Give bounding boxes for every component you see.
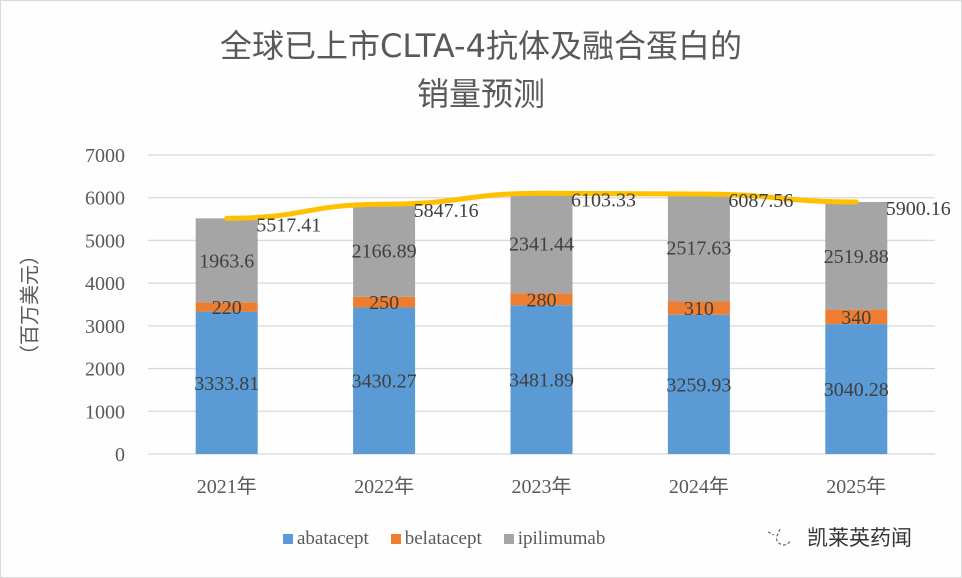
data-label: 3430.27 — [352, 371, 417, 393]
bar-segment-belatacept — [353, 296, 416, 308]
legend-label: abatacept — [297, 528, 369, 549]
data-label: 6087.56 — [728, 190, 793, 212]
y-tick-label: 5000 — [85, 230, 125, 252]
y-tick-label: 3000 — [85, 316, 125, 338]
data-label: 3333.81 — [194, 373, 259, 395]
y-tick-label: 1000 — [85, 401, 125, 423]
y-tick-label: 0 — [115, 444, 125, 466]
watermark-text: 凯莱英药闻 — [807, 526, 912, 550]
data-label: 6103.33 — [571, 189, 636, 211]
bar-segment-belatacept — [825, 309, 888, 325]
bar-segment-abatacept — [667, 314, 730, 454]
data-label: 2519.88 — [824, 246, 889, 268]
bar-segment-abatacept — [353, 307, 416, 454]
chart-title-line1: 全球已上市CLTA-4抗体及融合蛋白的 — [220, 27, 742, 65]
data-label: 220 — [212, 297, 242, 319]
wechat-logo-icon — [767, 528, 791, 546]
data-label: 340 — [841, 307, 871, 329]
y-tick-label: 2000 — [85, 359, 125, 381]
chart-title: 全球已上市CLTA-4抗体及融合蛋白的 销量预测 — [0, 22, 962, 118]
bar-segment-ipilimumab — [510, 193, 573, 294]
x-tick-label: 2021年 — [197, 475, 257, 498]
data-label: 1963.6 — [199, 250, 254, 272]
legend-swatch-icon — [283, 534, 293, 544]
bar-segment-abatacept — [195, 311, 258, 454]
data-label: 5900.16 — [886, 198, 951, 220]
data-label: 5847.16 — [414, 200, 479, 222]
watermark: 凯莱英药闻 — [765, 522, 912, 552]
legend-swatch-icon — [503, 534, 514, 544]
x-tick-label: 2022年 — [354, 475, 414, 498]
bar-segment-belatacept — [195, 302, 258, 312]
data-label: 280 — [527, 289, 557, 311]
data-label: 310 — [684, 298, 714, 320]
x-tick-label: 2023年 — [512, 475, 572, 498]
bar-segment-ipilimumab — [825, 201, 888, 310]
data-label: 3259.93 — [666, 374, 731, 396]
chart-title-line2: 销量预测 — [416, 75, 545, 113]
legend-label: belatacept — [404, 528, 482, 549]
data-label: 5517.41 — [256, 214, 321, 236]
bar-segment-ipilimumab — [667, 193, 730, 302]
data-label: 250 — [369, 292, 399, 314]
data-label: 3040.28 — [824, 379, 889, 401]
y-tick-label: 4000 — [85, 273, 125, 295]
bar-segment-belatacept — [510, 293, 573, 306]
data-label: 2517.63 — [666, 238, 731, 260]
total-line — [224, 190, 859, 221]
y-tick-label: 6000 — [85, 188, 125, 210]
x-tick-label: 2024年 — [669, 475, 729, 498]
legend-item-ipilimumab: ipilimumab — [503, 528, 606, 550]
bar-segment-belatacept — [667, 301, 730, 315]
bar-segment-ipilimumab — [353, 204, 416, 297]
legend-label: ipilimumab — [517, 528, 606, 549]
legend: abatacept belatacept ipilimumab — [283, 528, 605, 550]
legend-item-belatacept: belatacept — [390, 528, 482, 550]
data-label: 2166.89 — [352, 241, 417, 263]
legend-item-abatacept: abatacept — [283, 528, 369, 550]
bar-segment-ipilimumab — [195, 218, 258, 303]
x-tick-label: 2025年 — [826, 475, 886, 498]
bar-segment-abatacept — [510, 305, 573, 454]
y-tick-label: 7000 — [85, 145, 125, 167]
data-label: 3481.89 — [509, 370, 574, 392]
legend-swatch-icon — [390, 534, 401, 544]
data-label: 2341.44 — [509, 233, 574, 255]
bar-segment-abatacept — [825, 324, 888, 454]
